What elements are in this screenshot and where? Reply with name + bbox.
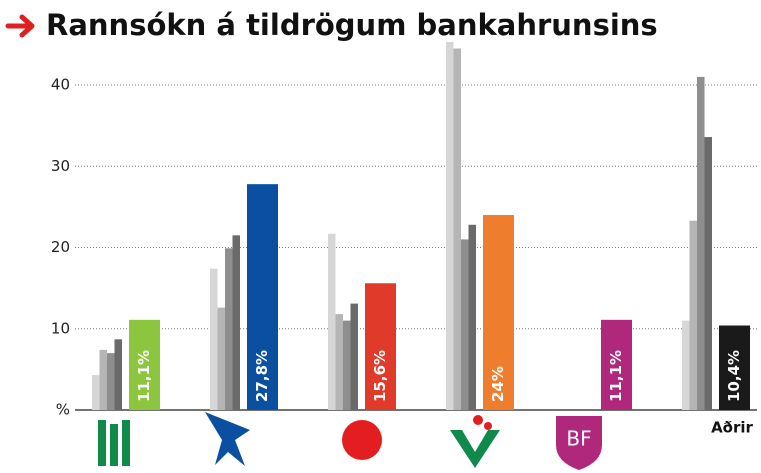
- bar: [468, 224, 476, 410]
- bar: [682, 320, 690, 410]
- logo-1: [98, 420, 130, 466]
- bar: [446, 42, 454, 410]
- bar: [601, 319, 632, 410]
- bar: [92, 375, 100, 410]
- logo-4: [450, 415, 500, 468]
- bar: [99, 349, 107, 410]
- chart-title: Rannsókn á tildrögum bankahrunsins: [46, 8, 658, 42]
- bar: [335, 314, 343, 410]
- y-tick-label: 30: [51, 157, 70, 175]
- y-tick-label: %: [56, 401, 70, 419]
- bar: [225, 248, 233, 410]
- title-arrow: [5, 14, 35, 38]
- bar: [107, 353, 115, 410]
- value-label: 15,6%: [371, 350, 389, 402]
- value-label: 11,1%: [135, 350, 153, 402]
- bar: [689, 220, 697, 410]
- y-tick-label: 40: [51, 76, 70, 94]
- bar: [453, 48, 461, 410]
- bar: [483, 215, 514, 410]
- y-tick-label: 20: [51, 238, 70, 256]
- value-label: 27,8%: [253, 350, 271, 402]
- x-tick-label: Aðrir: [711, 419, 753, 437]
- bar: [328, 233, 336, 410]
- bar: [365, 283, 396, 410]
- bar: [704, 137, 712, 410]
- bar: [129, 319, 160, 410]
- bar: [217, 307, 225, 410]
- bar: [210, 268, 218, 410]
- bar: [114, 339, 122, 410]
- value-label: 10,4%: [725, 350, 743, 402]
- bar: [247, 184, 278, 410]
- y-tick-label: 10: [51, 319, 70, 337]
- value-label: 24%: [489, 366, 507, 402]
- logo-label: BF: [566, 427, 591, 451]
- bar: [343, 320, 351, 410]
- bar: [697, 76, 705, 410]
- bar: [461, 239, 469, 410]
- bar: [350, 303, 358, 410]
- bar: [719, 325, 750, 410]
- logo-2: [205, 412, 250, 466]
- logo-3: [342, 420, 382, 460]
- bar: [232, 235, 240, 410]
- value-label: 11,1%: [607, 350, 625, 402]
- logo-5: [556, 416, 602, 470]
